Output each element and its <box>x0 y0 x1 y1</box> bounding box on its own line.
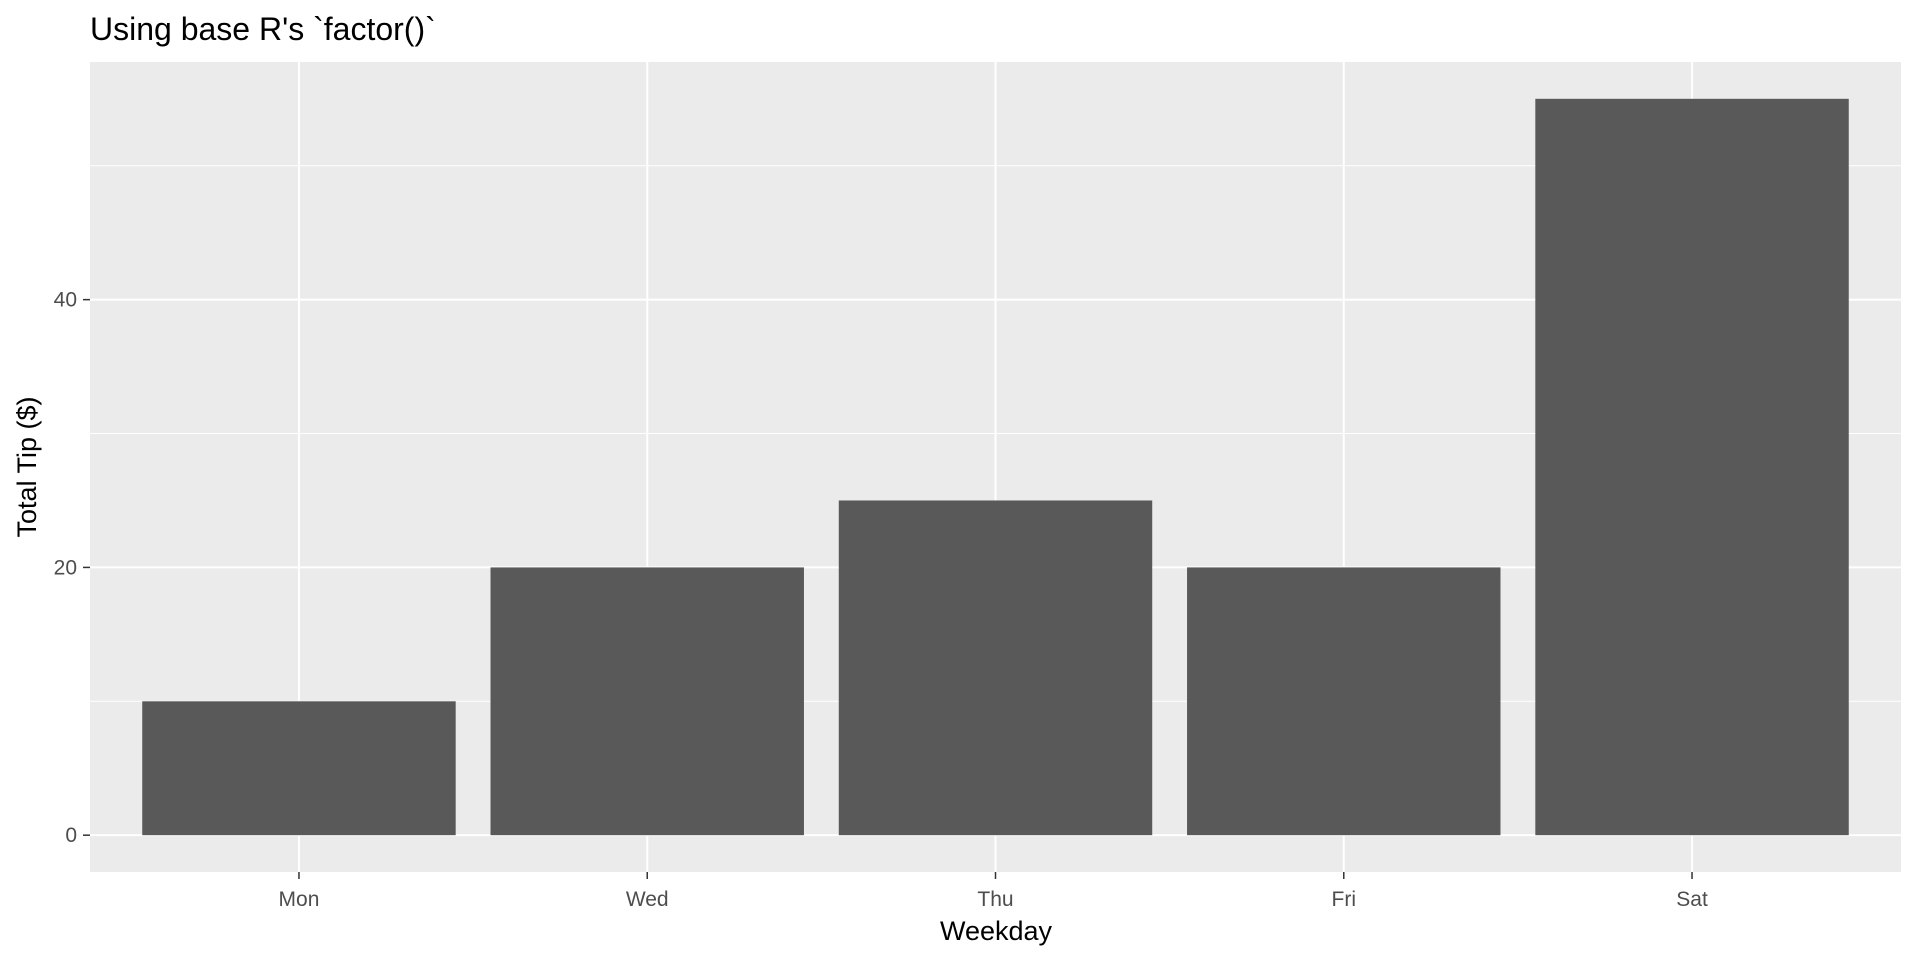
x-tick-label-fri: Fri <box>1332 888 1357 911</box>
bar-thu <box>838 500 1153 836</box>
bars <box>142 98 1849 836</box>
x-axis: Mon Wed Thu Fri Sat <box>279 872 1708 911</box>
bar-sat <box>1535 98 1849 836</box>
y-tick-label: 20 <box>54 556 77 579</box>
y-axis-title: Total Tip ($) <box>12 396 42 537</box>
x-tick-label-sat: Sat <box>1676 888 1708 911</box>
chart-title: Using base R's `factor()` <box>90 11 436 47</box>
x-axis-title: Weekday <box>940 916 1053 946</box>
y-axis: 0 20 40 <box>54 289 90 847</box>
bar-fri <box>1187 567 1501 836</box>
y-tick-label: 0 <box>65 824 77 847</box>
bar-mon <box>142 701 456 836</box>
x-tick-label-mon: Mon <box>279 888 320 911</box>
x-tick-label-thu: Thu <box>977 888 1013 911</box>
x-tick-label-wed: Wed <box>626 888 669 911</box>
bar-wed <box>490 567 804 836</box>
y-tick-label: 40 <box>54 289 77 312</box>
